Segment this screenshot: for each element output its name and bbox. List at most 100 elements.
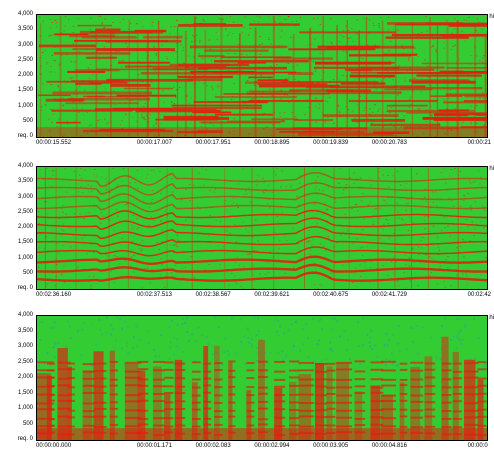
formant-band	[46, 399, 55, 402]
energy-speck	[97, 196, 100, 198]
formant-column	[93, 351, 104, 440]
harmonic-band	[460, 126, 487, 129]
energy-speck	[199, 115, 201, 117]
energy-speck	[326, 208, 329, 210]
energy-speck	[412, 222, 415, 224]
noise-speck	[234, 352, 237, 355]
energy-speck	[107, 122, 109, 124]
energy-speck	[101, 23, 104, 25]
energy-speck	[234, 281, 237, 283]
energy-speck	[311, 244, 313, 246]
noise-speck	[359, 363, 362, 366]
harmonic-band	[313, 66, 400, 69]
energy-speck	[448, 97, 450, 99]
energy-speck	[332, 79, 335, 81]
formant-band	[381, 417, 397, 420]
formant-band	[67, 377, 75, 379]
y-tick-label: 3,000	[17, 193, 33, 200]
energy-speck	[447, 267, 449, 269]
energy-speck	[387, 223, 390, 225]
formant-band	[57, 415, 71, 418]
formant-band	[93, 377, 107, 380]
energy-speck	[155, 54, 157, 56]
energy-speck	[377, 171, 380, 173]
energy-speck	[254, 219, 257, 221]
energy-speck	[313, 203, 316, 205]
energy-speck	[127, 28, 130, 30]
noise-speck	[383, 343, 386, 346]
formant-band	[477, 415, 487, 418]
energy-speck	[90, 285, 92, 287]
energy-speck	[307, 136, 309, 137]
spectrogram-plot[interactable]	[36, 166, 488, 290]
energy-speck	[339, 79, 341, 81]
harmonic-band	[81, 36, 137, 39]
noise-speck	[396, 363, 399, 366]
noise-speck	[338, 335, 341, 338]
y-tick-label: 4,000	[17, 312, 33, 318]
energy-speck	[468, 79, 471, 81]
energy-speck	[104, 88, 106, 90]
onset-line	[322, 16, 324, 137]
energy-speck	[139, 242, 141, 244]
energy-speck	[187, 55, 190, 57]
energy-speck	[378, 27, 381, 29]
harmonic-band	[386, 109, 459, 113]
energy-speck	[419, 262, 422, 264]
energy-speck	[349, 177, 351, 179]
energy-speck	[447, 256, 449, 258]
formant-band	[246, 401, 255, 404]
energy-speck	[52, 114, 55, 116]
noise-speck	[201, 334, 204, 337]
harmonic-band	[463, 99, 487, 102]
harmonic-band	[249, 23, 300, 26]
formant-band	[191, 378, 201, 381]
energy-speck	[101, 22, 103, 24]
noise-speck	[260, 338, 263, 341]
formant-band	[410, 409, 424, 412]
formant-band	[124, 361, 142, 364]
energy-speck	[61, 235, 63, 237]
harmonic-band	[65, 102, 139, 105]
formant-band	[315, 370, 328, 373]
energy-speck	[469, 207, 472, 209]
formant-band	[326, 393, 336, 395]
harmonic-band	[246, 92, 330, 95]
formant-column	[298, 374, 312, 440]
harmonic-band	[38, 44, 96, 48]
noise-speck	[324, 358, 327, 361]
noise-speck	[392, 334, 395, 337]
energy-speck	[71, 97, 73, 99]
formant-band	[315, 385, 328, 388]
formant-band	[203, 370, 212, 373]
energy-speck	[98, 58, 101, 60]
energy-speck	[432, 202, 435, 204]
energy-speck	[248, 34, 250, 36]
spectrogram-plot[interactable]	[36, 315, 488, 441]
energy-speck	[67, 19, 70, 21]
energy-speck	[178, 136, 181, 137]
energy-speck	[185, 95, 188, 97]
energy-speck	[154, 70, 157, 72]
energy-speck	[162, 268, 165, 270]
energy-speck	[378, 207, 381, 209]
formant-band	[203, 407, 212, 410]
energy-speck	[65, 191, 68, 193]
energy-speck	[296, 20, 298, 22]
energy-speck	[135, 120, 138, 122]
noise-speck	[317, 339, 320, 342]
spectrogram-plot[interactable]	[36, 14, 488, 138]
energy-speck	[374, 44, 377, 46]
energy-speck	[461, 122, 464, 124]
noise-speck	[65, 345, 68, 348]
energy-speck	[119, 124, 122, 125]
energy-speck	[459, 245, 462, 247]
harmonic-band	[386, 104, 428, 107]
energy-speck	[86, 253, 89, 255]
energy-speck	[397, 94, 399, 96]
energy-speck	[246, 254, 249, 256]
energy-speck	[450, 129, 453, 131]
formant-band	[424, 415, 436, 418]
energy-speck	[260, 75, 262, 77]
energy-speck	[79, 174, 81, 176]
